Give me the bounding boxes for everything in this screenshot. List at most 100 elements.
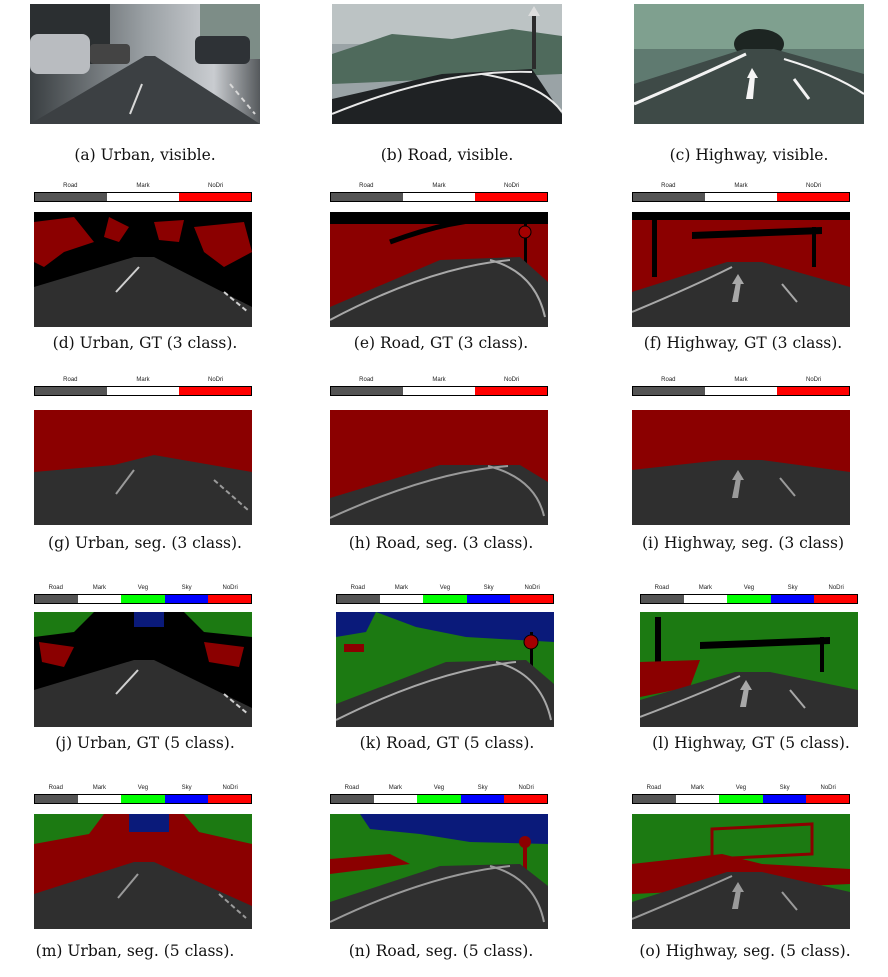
swatch-road xyxy=(35,193,107,201)
legend-label-nodri: NoDri xyxy=(504,377,520,383)
legend-label-nodri: NoDri xyxy=(524,585,540,591)
legend-label-sky: Sky xyxy=(181,585,192,591)
swatch-mark xyxy=(705,387,777,395)
swatch-veg xyxy=(121,595,165,603)
legend-5class: Road Mark Veg Sky NoDri xyxy=(34,784,252,806)
caption-g: (g) Urban, seg. (3 class). xyxy=(48,534,242,552)
legend-swatches xyxy=(34,192,252,202)
highway-gt5-image xyxy=(640,612,858,727)
legend-swatches xyxy=(34,594,252,604)
legend-label-nodri: NoDri xyxy=(208,377,224,383)
swatch-road xyxy=(35,795,79,803)
swatch-mark xyxy=(374,795,418,803)
legend-label-mark: Mark xyxy=(136,377,150,383)
legend-label-road: Road xyxy=(359,377,374,383)
legend-label-veg: Veg xyxy=(137,585,149,591)
swatch-mark xyxy=(676,795,720,803)
swatch-mark xyxy=(705,193,777,201)
caption-l: (l) Highway, GT (5 class). xyxy=(652,734,850,752)
urban-gt3-image xyxy=(34,212,252,327)
legend-label-road: Road xyxy=(359,183,374,189)
swatch-road xyxy=(35,595,79,603)
legend-3class: Road Mark NoDri xyxy=(330,376,548,398)
legend-swatches xyxy=(330,794,548,804)
legend-3class: Road Mark NoDri xyxy=(34,376,252,398)
swatch-nodri xyxy=(805,795,850,803)
swatch-road xyxy=(633,193,705,201)
legend-label-sky: Sky xyxy=(181,785,192,791)
swatch-road xyxy=(35,387,107,395)
legend-label-mark: Mark xyxy=(136,183,150,189)
caption-o: (o) Highway, seg. (5 class). xyxy=(639,942,851,960)
swatch-nodri xyxy=(475,193,547,201)
legend-5class: Road Mark Veg Sky NoDri xyxy=(34,584,252,606)
legend-label-mark: Mark xyxy=(698,585,713,591)
legend-label-mark: Mark xyxy=(388,785,403,791)
legend-label-veg: Veg xyxy=(137,785,149,791)
legend-label-road: Road xyxy=(48,585,63,591)
swatch-nodri xyxy=(503,795,548,803)
swatch-veg xyxy=(417,795,461,803)
caption-f: (f) Highway, GT (3 class). xyxy=(643,334,843,352)
legend-label-road: Road xyxy=(661,377,676,383)
swatch-mark xyxy=(403,193,475,201)
legend-label-mark: Mark xyxy=(394,585,409,591)
legend-label-nodri: NoDri xyxy=(208,183,224,189)
legend-label-nodri: NoDri xyxy=(806,183,822,189)
legend-label-mark: Mark xyxy=(432,377,446,383)
road-gt3-image xyxy=(330,212,548,327)
swatch-sky xyxy=(164,795,208,803)
caption-e: (e) Road, GT (3 class). xyxy=(353,334,529,352)
legend-3class: Road Mark NoDri xyxy=(632,182,850,204)
caption-j: (j) Urban, GT (5 class). xyxy=(55,734,235,752)
legend-swatches xyxy=(632,386,850,396)
legend-label-sky: Sky xyxy=(779,785,790,791)
swatch-road xyxy=(331,193,403,201)
legend-label-road: Road xyxy=(654,585,669,591)
caption-h: (h) Road, seg. (3 class). xyxy=(348,534,534,552)
caption-n: (n) Road, seg. (5 class). xyxy=(348,942,534,960)
caption-d: (d) Urban, GT (3 class). xyxy=(52,334,238,352)
legend-label-mark: Mark xyxy=(92,785,107,791)
swatch-mark xyxy=(107,387,179,395)
swatch-road xyxy=(641,595,685,603)
caption-b: (b) Road, visible. xyxy=(380,146,514,164)
legend-swatches xyxy=(330,386,548,396)
legend-label-veg: Veg xyxy=(439,585,451,591)
swatch-sky xyxy=(770,595,814,603)
swatch-veg xyxy=(727,595,771,603)
legend-label-road: Road xyxy=(646,785,661,791)
legend-5class: Road Mark Veg Sky NoDri xyxy=(640,584,858,606)
legend-swatches xyxy=(632,794,850,804)
swatch-nodri xyxy=(777,193,849,201)
legend-label-mark: Mark xyxy=(92,585,107,591)
swatch-nodri xyxy=(475,387,547,395)
legend-5class: Road Mark Veg Sky NoDri xyxy=(330,784,548,806)
legend-label-sky: Sky xyxy=(483,585,494,591)
legend-label-mark: Mark xyxy=(690,785,705,791)
caption-m: (m) Urban, seg. (5 class). xyxy=(35,942,235,960)
swatch-road xyxy=(331,387,403,395)
swatch-nodri xyxy=(813,595,858,603)
legend-label-road: Road xyxy=(344,785,359,791)
urban-visible-image xyxy=(30,4,260,124)
legend-label-road: Road xyxy=(63,377,78,383)
legend-label-veg: Veg xyxy=(743,585,755,591)
legend-label-road: Road xyxy=(48,785,63,791)
swatch-sky xyxy=(762,795,806,803)
caption-c: (c) Highway, visible. xyxy=(669,146,829,164)
urban-gt5-image xyxy=(34,612,252,727)
caption-a: (a) Urban, visible. xyxy=(74,146,216,164)
swatch-mark xyxy=(107,193,179,201)
swatch-mark xyxy=(78,795,122,803)
legend-label-nodri: NoDri xyxy=(806,377,822,383)
swatch-veg xyxy=(719,795,763,803)
swatch-mark xyxy=(78,595,122,603)
swatch-veg xyxy=(423,595,467,603)
legend-swatches xyxy=(336,594,554,604)
swatch-nodri xyxy=(207,595,252,603)
legend-label-nodri: NoDri xyxy=(222,785,238,791)
legend-swatches xyxy=(330,192,548,202)
legend-label-nodri: NoDri xyxy=(828,585,844,591)
legend-label-mark: Mark xyxy=(734,183,748,189)
